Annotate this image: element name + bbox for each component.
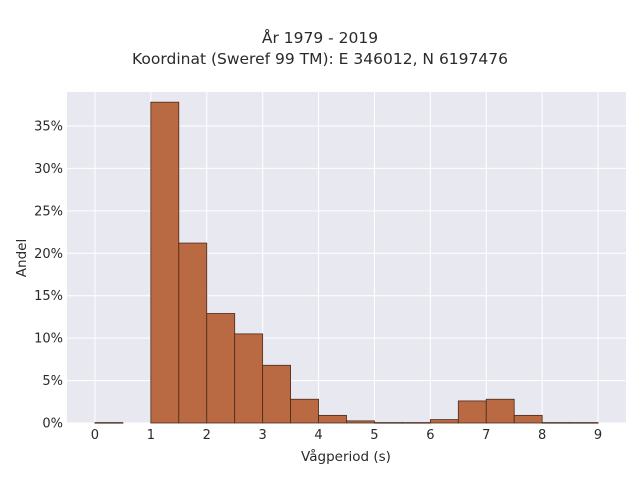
y-tick-label: 30% (34, 162, 63, 177)
x-tick-label: 6 (426, 428, 434, 443)
x-tick-label: 3 (259, 428, 267, 443)
x-axis-label: Vågperiod (s) (301, 448, 391, 465)
histogram-bar (346, 420, 375, 424)
histogram-bar (234, 333, 264, 424)
histogram-bar (206, 313, 236, 424)
chart-title: År 1979 - 2019 Koordinat (Sweref 99 TM):… (0, 28, 640, 70)
histogram-bar (318, 414, 347, 424)
histogram-bar (457, 400, 487, 424)
histogram-bar (401, 422, 431, 424)
y-tick-label: 35% (34, 119, 63, 134)
x-tick-label: 7 (482, 428, 490, 443)
y-axis-label: Andel (14, 239, 30, 277)
x-tick-label: 5 (370, 428, 378, 443)
histogram-bar (290, 398, 319, 424)
histogram-bar (150, 101, 180, 424)
histogram-bar (541, 422, 571, 424)
x-tick-label: 4 (314, 428, 322, 443)
x-tick-label: 2 (203, 428, 211, 443)
histogram-bar (429, 419, 459, 424)
histogram-bar (178, 242, 208, 424)
y-tick-label: 20% (34, 247, 63, 262)
histogram-bar (569, 422, 599, 424)
y-tick-label: 5% (42, 374, 63, 389)
y-tick-label: 10% (34, 332, 63, 347)
y-tick-label: 0% (42, 417, 63, 432)
histogram-bar (374, 422, 403, 424)
histogram-bar (485, 398, 515, 424)
x-tick-label: 1 (147, 428, 155, 443)
chart-title-line-1: År 1979 - 2019 (261, 29, 379, 47)
x-tick-label: 8 (538, 428, 546, 443)
x-tick-label: 0 (91, 428, 99, 443)
chart-title-line-2: Koordinat (Sweref 99 TM): E 346012, N 61… (132, 50, 508, 68)
y-tick-label: 15% (34, 289, 63, 304)
x-tick-label: 9 (594, 428, 602, 443)
y-tick-label: 25% (34, 204, 63, 219)
histogram-bar (94, 422, 124, 424)
histogram-bar (513, 414, 543, 424)
histogram-bar (262, 364, 291, 424)
